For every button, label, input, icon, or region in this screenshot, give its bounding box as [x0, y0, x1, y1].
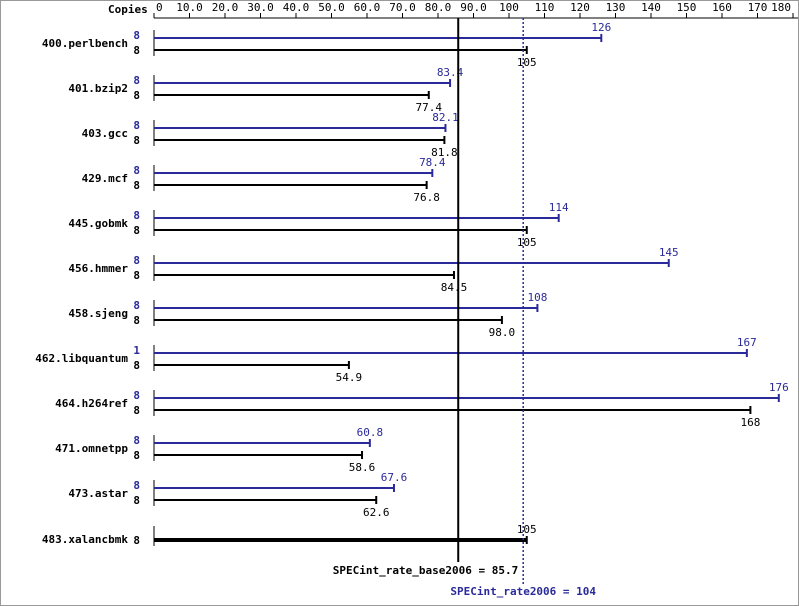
benchmark-name: 458.sjeng [68, 307, 128, 320]
value-label: 77.4 [416, 101, 443, 114]
benchmark-name: 483.xalancbmk [42, 533, 128, 546]
base-copies: 8 [133, 44, 140, 57]
value-label: 83.4 [437, 66, 464, 79]
benchmark-name: 401.bzip2 [68, 82, 128, 95]
value-label: 176 [769, 381, 789, 394]
value-label: 81.8 [431, 146, 458, 159]
base-copies: 8 [133, 534, 140, 547]
peak-summary-label: SPECint_rate2006 = 104 [450, 585, 596, 598]
x-tick-label: 30.0 [247, 1, 274, 14]
base-copies: 8 [133, 359, 140, 372]
value-label: 82.1 [432, 111, 459, 124]
axis-label: Copies [108, 3, 148, 16]
x-tick-label: 80.0 [425, 1, 452, 14]
value-label: 84.5 [441, 281, 468, 294]
base-copies: 8 [133, 224, 140, 237]
value-label: 62.6 [363, 506, 390, 519]
value-label: 105 [517, 523, 537, 536]
peak-copies: 8 [133, 209, 140, 222]
peak-copies: 8 [133, 389, 140, 402]
x-tick-label: 20.0 [212, 1, 239, 14]
base-copies: 8 [133, 269, 140, 282]
base-copies: 8 [133, 314, 140, 327]
base-copies: 8 [133, 179, 140, 192]
benchmark-name: 400.perlbench [42, 37, 128, 50]
x-tick-label: 100 [499, 1, 519, 14]
value-label: 145 [659, 246, 679, 259]
peak-copies: 8 [133, 74, 140, 87]
x-tick-label: 10.0 [176, 1, 203, 14]
value-label: 126 [591, 21, 611, 34]
value-label: 98.0 [489, 326, 516, 339]
value-label: 76.8 [413, 191, 440, 204]
base-copies: 8 [133, 494, 140, 507]
value-label: 168 [740, 416, 760, 429]
benchmark-name: 473.astar [68, 487, 128, 500]
benchmark-name: 429.mcf [82, 172, 128, 185]
x-tick-label: 160 [712, 1, 732, 14]
value-label: 58.6 [349, 461, 376, 474]
benchmark-name: 445.gobmk [68, 217, 128, 230]
value-label: 108 [527, 291, 547, 304]
benchmark-name: 464.h264ref [55, 397, 128, 410]
x-tick-label: 0 [156, 1, 163, 14]
peak-copies: 8 [133, 254, 140, 267]
benchmark-name: 456.hmmer [68, 262, 128, 275]
x-tick-label: 50.0 [318, 1, 345, 14]
value-label: 60.8 [357, 426, 384, 439]
base-copies: 8 [133, 404, 140, 417]
value-label: 54.9 [336, 371, 363, 384]
x-tick-label: 70.0 [389, 1, 416, 14]
base-copies: 8 [133, 134, 140, 147]
x-tick-label: 120 [570, 1, 590, 14]
x-tick-label: 110 [535, 1, 555, 14]
x-tick-label: 90.0 [460, 1, 487, 14]
value-label: 114 [549, 201, 569, 214]
value-label: 78.4 [419, 156, 446, 169]
x-tick-label: 170 [748, 1, 768, 14]
x-tick-label: 140 [641, 1, 661, 14]
value-label: 105 [517, 56, 537, 69]
x-tick-label: 180 [771, 1, 791, 14]
peak-copies: 8 [133, 29, 140, 42]
benchmark-name: 471.omnetpp [55, 442, 128, 455]
peak-copies: 8 [133, 164, 140, 177]
base-summary-label: SPECint_rate_base2006 = 85.7 [333, 564, 518, 577]
peak-copies: 8 [133, 299, 140, 312]
x-tick-label: 130 [606, 1, 626, 14]
peak-copies: 8 [133, 119, 140, 132]
benchmark-name: 403.gcc [82, 127, 128, 140]
value-label: 67.6 [381, 471, 408, 484]
value-label: 105 [517, 236, 537, 249]
peak-copies: 8 [133, 479, 140, 492]
x-tick-label: 40.0 [283, 1, 310, 14]
x-tick-label: 150 [677, 1, 697, 14]
x-tick-label: 60.0 [354, 1, 381, 14]
benchmark-name: 462.libquantum [35, 352, 128, 365]
base-copies: 8 [133, 89, 140, 102]
peak-copies: 1 [133, 344, 140, 357]
base-copies: 8 [133, 449, 140, 462]
peak-copies: 8 [133, 434, 140, 447]
value-label: 167 [737, 336, 757, 349]
